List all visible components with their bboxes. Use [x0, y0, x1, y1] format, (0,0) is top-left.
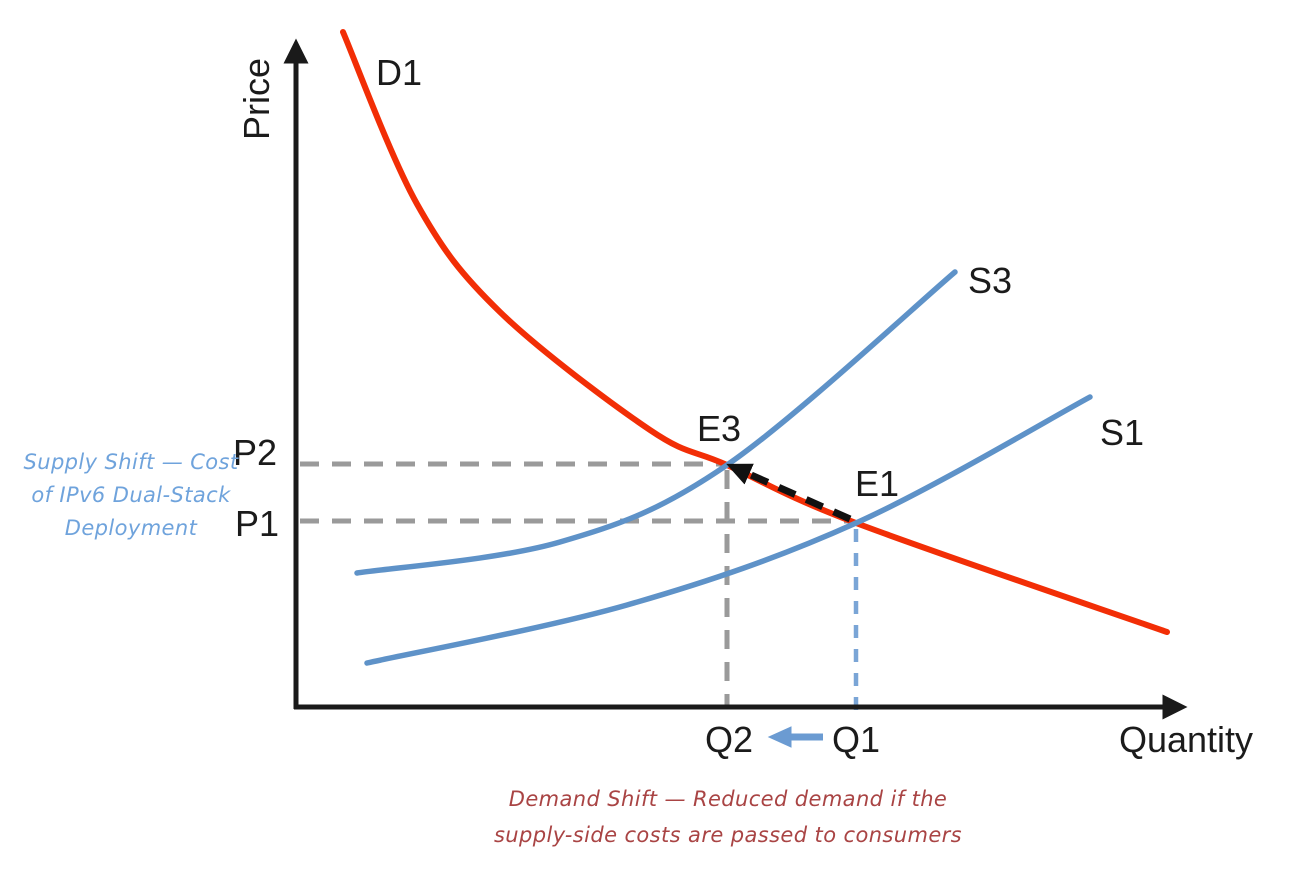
curve-S3	[354, 269, 958, 576]
shift-arrows-layer	[726, 463, 852, 748]
supply-shift-note-line3: Deployment	[64, 516, 198, 540]
new-equilibrium-label: E3	[696, 408, 742, 449]
guide-lines-layer	[300, 461, 859, 710]
demand-curve-label: D1	[375, 52, 423, 93]
demand-shift-note-line2: supply-side costs are passed to consumer…	[493, 823, 963, 847]
supply-shift-note-line1: Supply Shift — Cost	[23, 450, 239, 474]
supply-shift-note-line2: of IPv6 Dual-Stack	[31, 483, 231, 507]
demand-shift-note-line1: Demand Shift — Reduced demand if the	[508, 787, 948, 811]
initial-price-label: P1	[234, 503, 280, 544]
new-price-label: P2	[232, 432, 278, 473]
supply-shifted-curve-label: S3	[967, 260, 1013, 301]
initial-quantity-label: Q1	[831, 719, 881, 760]
curve-S1	[364, 394, 1093, 666]
equilibrium-shift-arrow	[726, 463, 852, 523]
supply-initial-curve-label: S1	[1099, 412, 1145, 453]
supply-shift-note: Supply Shift — Cost of IPv6 Dual-Stack D…	[24, 446, 239, 545]
new-quantity-label: Q2	[704, 719, 754, 760]
curve-D1	[340, 29, 1170, 635]
quantity-axis-label: Quantity	[1118, 719, 1254, 760]
initial-equilibrium-label: E1	[854, 463, 900, 504]
curves-layer	[340, 29, 1170, 666]
price-axis-label: Price	[236, 57, 277, 141]
demand-shift-note: Demand Shift — Reduced demand if the sup…	[494, 781, 962, 853]
